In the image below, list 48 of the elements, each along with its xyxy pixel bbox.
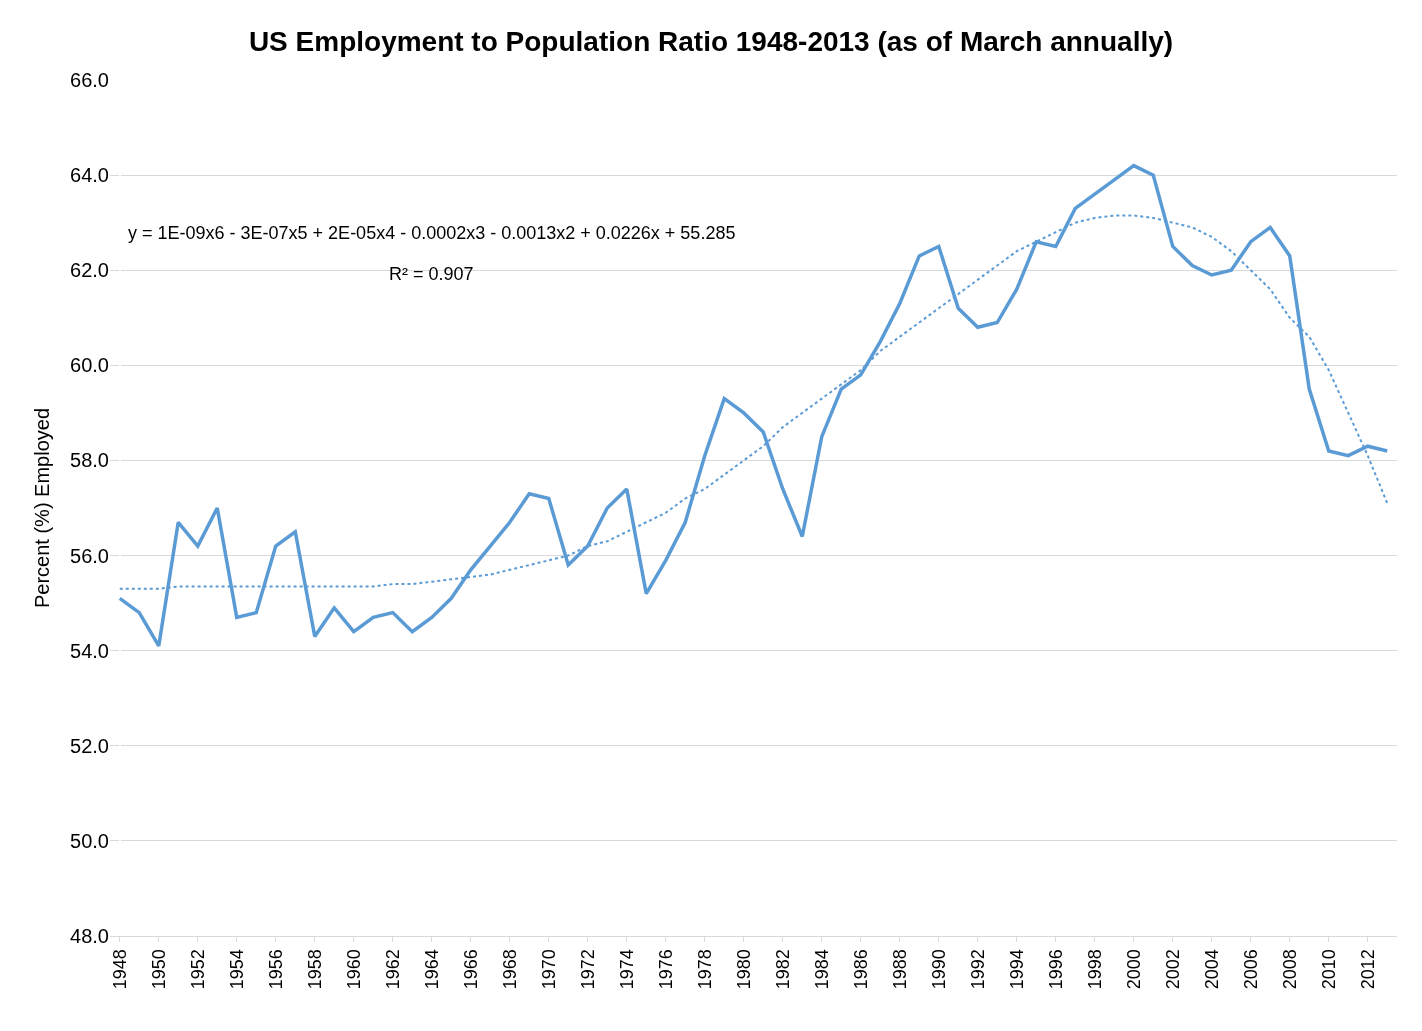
x-tick-label: 1974 <box>616 949 637 990</box>
x-tick-label: 1966 <box>460 949 481 990</box>
x-tick-label: 1960 <box>343 949 364 990</box>
x-tick-label: 2004 <box>1201 949 1222 990</box>
x-tick-label: 1948 <box>109 949 130 990</box>
x-tick-label: 2002 <box>1162 949 1183 990</box>
x-tick-label: 1972 <box>577 949 598 990</box>
y-tick-label: 48.0 <box>70 925 109 947</box>
y-tick-label: 60.0 <box>70 354 109 377</box>
y-tick-label: 50.0 <box>70 829 109 852</box>
annotation: y = 1E-09x6 - 3E-07x5 + 2E-05x4 - 0.0002x3 - 0.0013x2 + 0.0226x + 55.285 <box>128 223 736 243</box>
x-tick-label: 1996 <box>1045 949 1066 990</box>
x-tick-label: 1976 <box>655 949 676 990</box>
y-axis-title: Percent (%) Employed <box>30 407 53 609</box>
x-tick-label: 1990 <box>928 949 949 990</box>
x-tick-label: 1970 <box>538 949 559 990</box>
y-tick-label: 62.0 <box>70 259 109 282</box>
x-tick-label: 1998 <box>1084 949 1105 990</box>
x-tick-label: 2006 <box>1240 949 1261 990</box>
y-tick-label: 56.0 <box>70 544 109 567</box>
x-tick-label: 2012 <box>1357 949 1378 990</box>
x-tick-label: 1982 <box>772 949 793 990</box>
chart-title: US Employment to Population Ratio 1948-2013 (as of March annually) <box>248 25 1174 57</box>
y-tick-label: 64.0 <box>70 164 109 187</box>
x-tick-label: 1956 <box>265 949 286 990</box>
x-tick-label: 1980 <box>733 949 754 990</box>
y-tick-label: 66.0 <box>70 69 109 91</box>
x-tick-label: 1962 <box>382 949 403 990</box>
x-tick-label: 1958 <box>304 949 325 990</box>
y-tick-label: 58.0 <box>70 449 109 472</box>
x-tick-label: 1986 <box>850 949 871 990</box>
x-tick-label: 1952 <box>187 949 208 990</box>
x-tick-label: 1968 <box>499 949 520 990</box>
x-tick-label: 1984 <box>811 949 832 990</box>
y-tick-label: 54.0 <box>70 639 109 662</box>
x-tick-label: 2008 <box>1279 949 1300 990</box>
y-tick-label: 52.0 <box>70 734 109 757</box>
x-tick-label: 1988 <box>889 949 910 990</box>
x-tick-label: 1978 <box>694 949 715 990</box>
x-tick-label: 1992 <box>967 949 988 990</box>
line-series <box>118 163 1389 648</box>
x-tick-label: 1950 <box>148 949 169 990</box>
x-tick-label: 2010 <box>1318 949 1339 990</box>
annotation: R² = 0.907 <box>389 264 474 284</box>
x-tick-label: 2000 <box>1123 949 1144 990</box>
x-tick-label: 1964 <box>421 949 442 990</box>
x-tick-label: 1994 <box>1006 949 1027 990</box>
x-tick-label: 1954 <box>226 949 247 990</box>
